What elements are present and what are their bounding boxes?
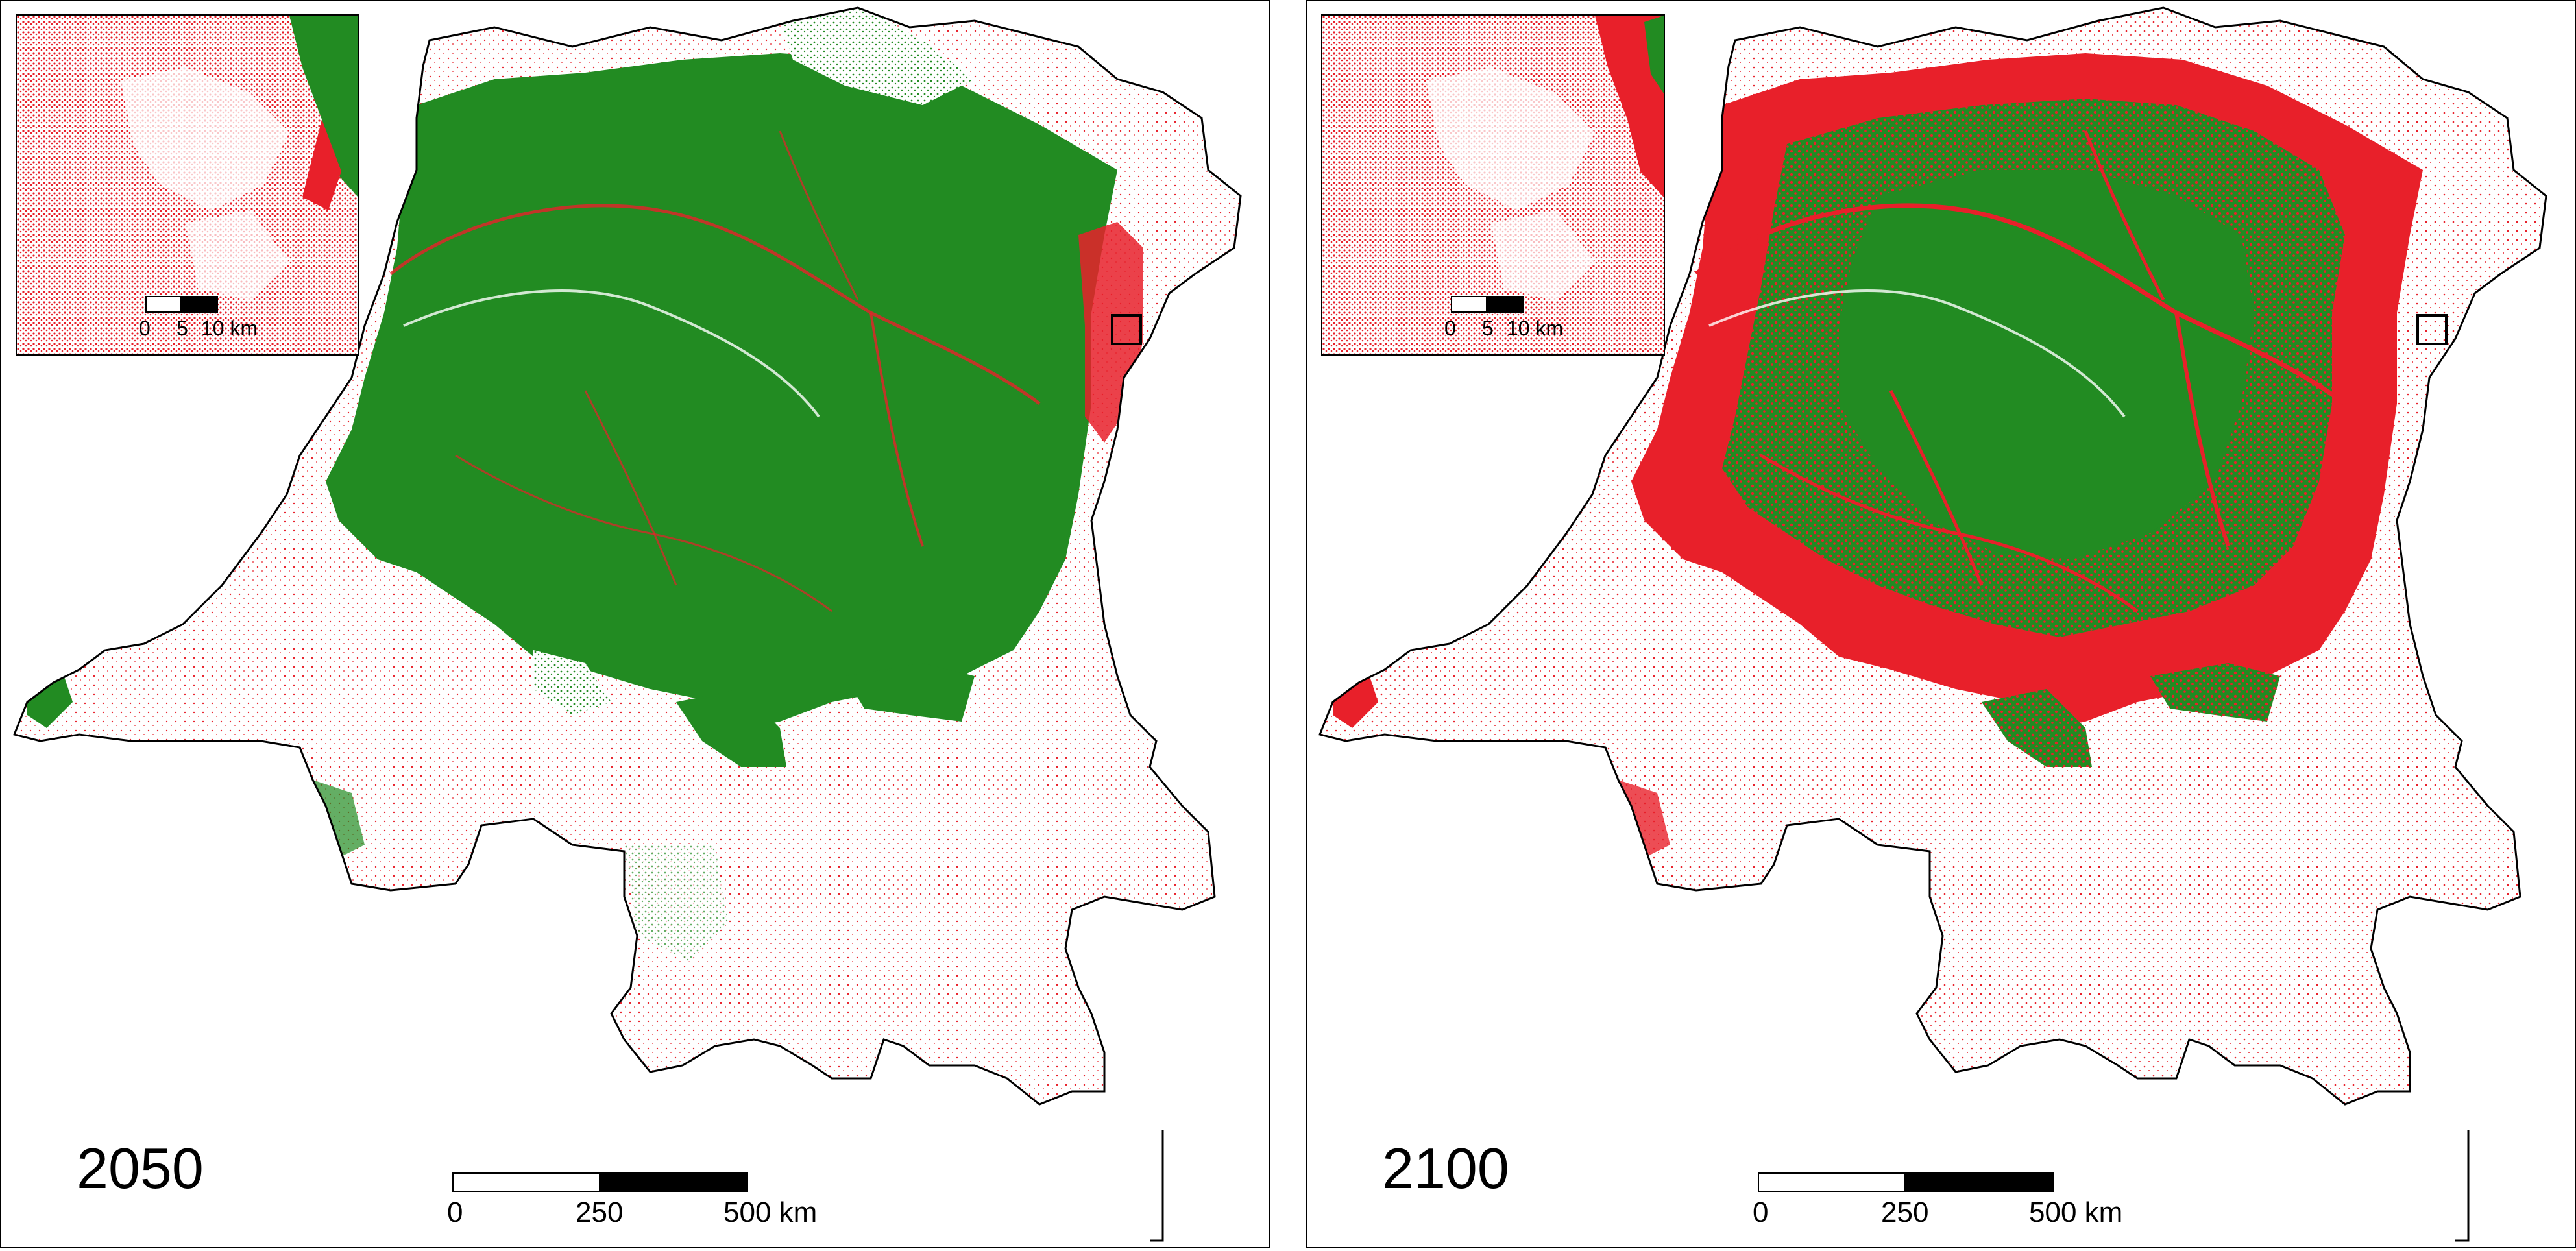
scale-label-end: 500 km	[2029, 1196, 2123, 1228]
year-label: 2050	[77, 1136, 204, 1200]
inset-scale-label-mid: 5	[1482, 317, 1494, 340]
inset-scale-bar: 0 5 10 km	[1433, 296, 1564, 341]
map-panel-2050: 0 5 10 km 2050 0 250 500 km	[0, 0, 1270, 1248]
scale-label-zero: 0	[1753, 1196, 1769, 1228]
inset-scale-label-zero: 0	[139, 317, 151, 340]
scale-seg-black	[1906, 1172, 2054, 1192]
inset-scale-seg-white	[1451, 296, 1487, 313]
inset-locator-box	[2416, 314, 2448, 345]
country-map	[13, 6, 1242, 1242]
inset-scale-label-end: 10 km	[201, 317, 258, 340]
inset-scale-label-end: 10 km	[1507, 317, 1564, 340]
map-panel-2100: 0 5 10 km 2100 0 250 500 km	[1306, 0, 2576, 1248]
scale-label-mid: 250	[1881, 1196, 1929, 1228]
year-label: 2100	[1382, 1136, 1509, 1200]
inset-scale-seg-white	[145, 296, 182, 313]
inset-scale-seg-black	[182, 296, 218, 313]
inset-scale-seg-black	[1487, 296, 1524, 313]
scale-seg-white	[1758, 1172, 1906, 1192]
inset-scale-label-zero: 0	[1444, 317, 1456, 340]
inset-locator-box	[1111, 314, 1142, 345]
inset-map: 0 5 10 km	[16, 14, 359, 356]
scale-seg-black	[600, 1172, 748, 1192]
scale-label-mid: 250	[576, 1196, 624, 1228]
inset-scale-bar: 0 5 10 km	[127, 296, 258, 341]
inset-map: 0 5 10 km	[1321, 14, 1665, 356]
scale-seg-white	[452, 1172, 600, 1192]
inset-scale-label-mid: 5	[176, 317, 188, 340]
scale-bar: 0 250 500 km	[447, 1172, 817, 1231]
scale-label-zero: 0	[447, 1196, 463, 1228]
scale-bar: 0 250 500 km	[1753, 1172, 2122, 1231]
scale-label-end: 500 km	[723, 1196, 818, 1228]
